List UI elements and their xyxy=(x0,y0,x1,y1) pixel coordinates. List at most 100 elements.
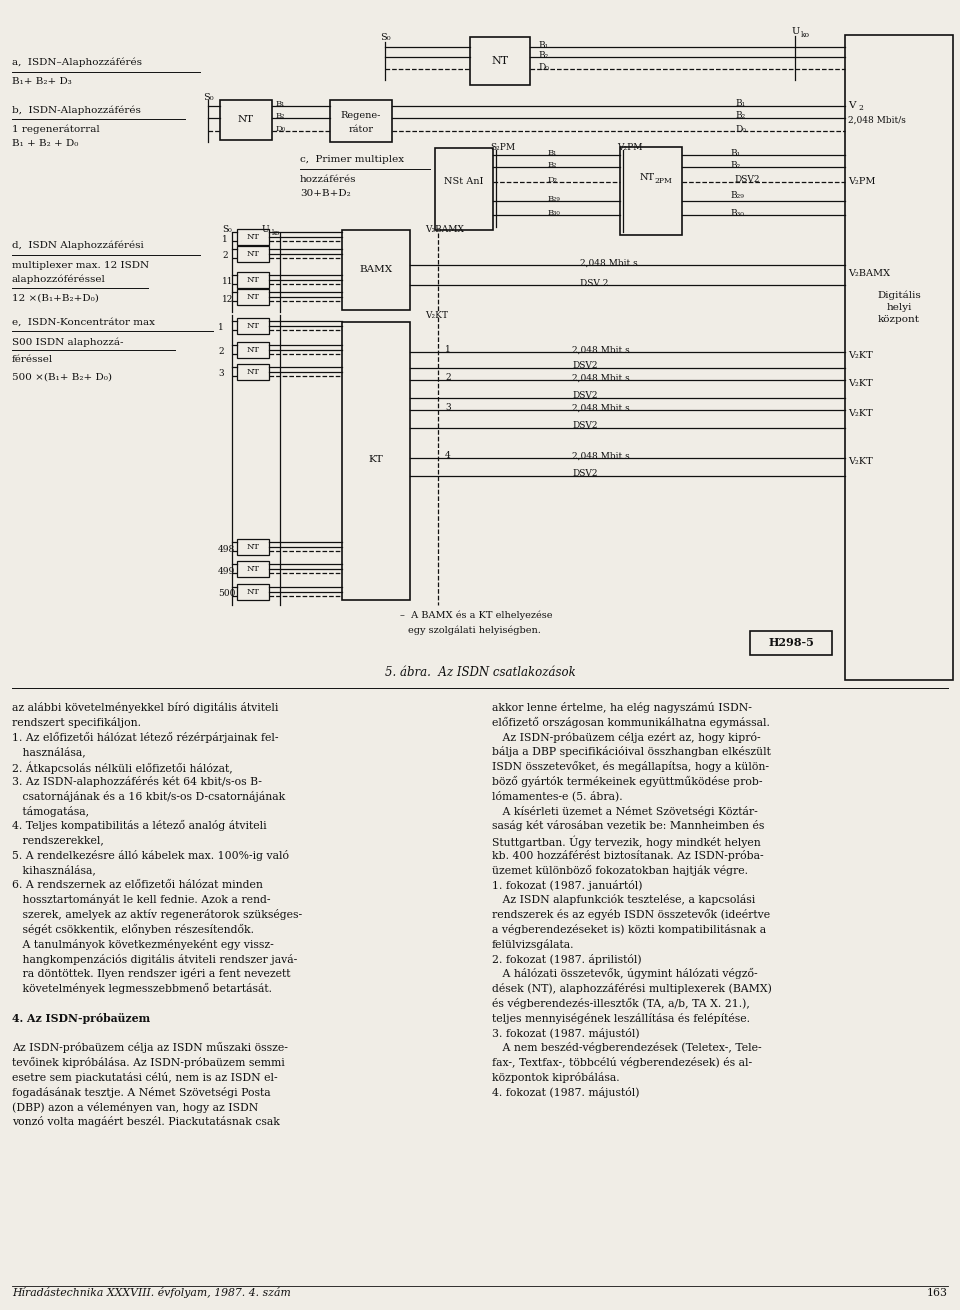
Text: egy szolgálati helyiségben.: egy szolgálati helyiségben. xyxy=(408,625,540,635)
Text: rátor: rátor xyxy=(348,124,373,134)
Text: Az ISDN-próbaüzem célja az ISDN műszaki össze-: Az ISDN-próbaüzem célja az ISDN műszaki … xyxy=(12,1043,288,1053)
Text: vonzó volta magáért beszél. Piackutatásnak csak: vonzó volta magáért beszél. Piackutatásn… xyxy=(12,1116,280,1128)
Text: 12: 12 xyxy=(222,295,233,304)
Text: NT: NT xyxy=(238,115,254,124)
Text: 499: 499 xyxy=(218,566,235,575)
Text: NT: NT xyxy=(247,250,259,258)
Text: központ: központ xyxy=(878,314,920,324)
Text: dések (NT), alaphozzáférési multiplexerek (BAMX): dések (NT), alaphozzáférési multiplexere… xyxy=(492,984,772,994)
Text: B₁: B₁ xyxy=(548,149,558,157)
Text: a végberendezéseket is) közti kompatibilitásnak a: a végberendezéseket is) közti kompatibil… xyxy=(492,924,766,935)
Text: V₂PM: V₂PM xyxy=(848,177,876,186)
Text: 500: 500 xyxy=(218,590,235,599)
Text: Az ISDN alapfunkciók tesztelése, a kapcsolási: Az ISDN alapfunkciók tesztelése, a kapcs… xyxy=(492,895,756,905)
Text: b,  ISDN-Alaphozzáférés: b, ISDN-Alaphozzáférés xyxy=(12,105,141,115)
Text: 5. A rendelkezésre álló kábelek max. 100%-ig való: 5. A rendelkezésre álló kábelek max. 100… xyxy=(12,850,289,861)
Text: rendszerek és az egyéb ISDN összetevők (ideértve: rendszerek és az egyéb ISDN összetevők (… xyxy=(492,909,770,921)
Text: 1: 1 xyxy=(218,324,224,333)
Text: 2. Átkapcsolás nélküli előfizetői hálózat,: 2. Átkapcsolás nélküli előfizetői hálóza… xyxy=(12,761,232,774)
Text: B₁: B₁ xyxy=(276,100,285,107)
Text: fax-, Textfax-, többcélú végberendezések) és al-: fax-, Textfax-, többcélú végberendezések… xyxy=(492,1057,752,1068)
Text: hossztartományát le kell fednie. Azok a rend-: hossztartományát le kell fednie. Azok a … xyxy=(12,895,271,905)
Text: 2: 2 xyxy=(218,347,224,356)
Text: NT: NT xyxy=(247,346,259,354)
Text: kihasználása,: kihasználása, xyxy=(12,865,96,875)
Text: V₂BAMX: V₂BAMX xyxy=(848,269,890,278)
Text: DSV2: DSV2 xyxy=(734,176,759,185)
Text: 3: 3 xyxy=(445,403,450,413)
Text: c,  Primer multiplex: c, Primer multiplex xyxy=(300,156,404,165)
Text: 3. Az ISDN-alaphozzáférés két 64 kbit/s-os B-: 3. Az ISDN-alaphozzáférés két 64 kbit/s-… xyxy=(12,776,262,787)
Text: ra döntöttek. Ilyen rendszer igéri a fent nevezett: ra döntöttek. Ilyen rendszer igéri a fen… xyxy=(12,968,291,980)
Text: NT: NT xyxy=(247,588,259,596)
Text: fogadásának tesztje. A Német Szövetségi Posta: fogadásának tesztje. A Német Szövetségi … xyxy=(12,1087,271,1098)
Text: DSV 2: DSV 2 xyxy=(580,279,609,287)
Text: B₁+ B₂+ D₃: B₁+ B₂+ D₃ xyxy=(12,77,72,86)
Text: ko: ko xyxy=(801,31,810,39)
Text: bálja a DBP specifikációival összhangban elkészült: bálja a DBP specifikációival összhangban… xyxy=(492,747,771,757)
Text: féréssel: féréssel xyxy=(12,355,53,364)
Text: 2PM: 2PM xyxy=(654,177,672,185)
Text: V₂KT: V₂KT xyxy=(848,351,873,360)
Text: előfizető országosan kommunikálhatna egymással.: előfizető országosan kommunikálhatna egy… xyxy=(492,717,770,728)
Text: (DBP) azon a véleményen van, hogy az ISDN: (DBP) azon a véleményen van, hogy az ISD… xyxy=(12,1102,258,1112)
Text: Az ISDN-próbaüzem célja ezért az, hogy kipró-: Az ISDN-próbaüzem célja ezért az, hogy k… xyxy=(492,731,760,743)
Text: saság két városában vezetik be: Mannheimben és: saság két városában vezetik be: Mannheim… xyxy=(492,820,764,832)
Text: B₂: B₂ xyxy=(548,161,558,169)
Text: akkor lenne értelme, ha elég nagyszámú ISDN-: akkor lenne értelme, ha elég nagyszámú I… xyxy=(492,702,752,713)
Bar xyxy=(237,318,269,334)
Text: B₁ + B₂ + D₀: B₁ + B₂ + D₀ xyxy=(12,139,79,148)
Text: B₂: B₂ xyxy=(538,51,548,59)
Text: 3: 3 xyxy=(218,369,224,379)
Text: S₀: S₀ xyxy=(203,93,214,101)
Text: rendszert specifikáljon.: rendszert specifikáljon. xyxy=(12,717,141,728)
Text: 2: 2 xyxy=(858,103,863,111)
Text: A hálózati összetevők, úgymint hálózati végző-: A hálózati összetevők, úgymint hálózati … xyxy=(492,968,757,980)
Text: NT: NT xyxy=(247,322,259,330)
Bar xyxy=(220,100,272,140)
Text: 1. fokozat (1987. januártól): 1. fokozat (1987. januártól) xyxy=(492,879,642,891)
Text: 2. fokozat (1987. áprilistól): 2. fokozat (1987. áprilistól) xyxy=(492,954,641,964)
Text: 11: 11 xyxy=(222,278,233,287)
Text: D₂: D₂ xyxy=(548,176,558,183)
Text: 2,048 Mbit s: 2,048 Mbit s xyxy=(572,373,630,383)
Text: 12 ×(B₁+B₂+D₀): 12 ×(B₁+B₂+D₀) xyxy=(12,293,99,303)
Text: A kísérleti üzemet a Német Szövetségi Köztár-: A kísérleti üzemet a Német Szövetségi Kö… xyxy=(492,806,757,816)
Text: 4: 4 xyxy=(445,452,451,461)
Text: NT: NT xyxy=(247,276,259,284)
Text: használása,: használása, xyxy=(12,747,85,757)
Text: V₂BAMX: V₂BAMX xyxy=(425,225,464,234)
Text: S00 ISDN alaphozzá-: S00 ISDN alaphozzá- xyxy=(12,337,124,347)
Text: 1. Az előfizetői hálózat létező rézérpárjainak fel-: 1. Az előfizetői hálózat létező rézérpár… xyxy=(12,731,278,743)
Bar xyxy=(237,246,269,262)
Text: V: V xyxy=(848,101,855,110)
Text: a,  ISDN–Alaphozzáférés: a, ISDN–Alaphozzáférés xyxy=(12,58,142,67)
Text: ségét csökkentik, előnyben részesítendők.: ségét csökkentik, előnyben részesítendők… xyxy=(12,924,254,935)
Text: NT: NT xyxy=(247,293,259,301)
Text: teljes mennyiségének leszállítása és felépítése.: teljes mennyiségének leszállítása és fel… xyxy=(492,1013,750,1024)
Bar xyxy=(845,35,953,680)
Text: 4. Teljes kompatibilitás a létező analóg átviteli: 4. Teljes kompatibilitás a létező analóg… xyxy=(12,820,267,832)
Text: S₂PM: S₂PM xyxy=(490,143,516,152)
Text: 1 regenerátorral: 1 regenerátorral xyxy=(12,124,100,134)
Text: hangkompenzációs digitális átviteli rendszer javá-: hangkompenzációs digitális átviteli rend… xyxy=(12,954,298,964)
Text: NT: NT xyxy=(247,544,259,552)
Bar xyxy=(342,231,410,310)
Text: tevőinek kipróbálása. Az ISDN-próbaüzem semmi: tevőinek kipróbálása. Az ISDN-próbaüzem … xyxy=(12,1057,285,1068)
Text: alaphozzóféréssel: alaphozzóféréssel xyxy=(12,274,106,284)
Text: NSt AnI: NSt AnI xyxy=(444,177,484,186)
Text: 2,048 Mbit s: 2,048 Mbit s xyxy=(580,258,637,267)
Text: V₂PM: V₂PM xyxy=(617,143,642,152)
Text: B₁: B₁ xyxy=(538,41,548,50)
Text: B₂: B₂ xyxy=(735,111,745,121)
Bar xyxy=(620,147,682,234)
Bar xyxy=(435,148,493,231)
Text: szerek, amelyek az aktív regenerátorok szükséges-: szerek, amelyek az aktív regenerátorok s… xyxy=(12,909,302,920)
Text: 2: 2 xyxy=(445,373,450,383)
Bar xyxy=(237,561,269,576)
Text: Stuttgartban. Úgy tervezik, hogy mindkét helyen: Stuttgartban. Úgy tervezik, hogy mindkét… xyxy=(492,836,760,848)
Bar xyxy=(750,631,832,655)
Text: NT: NT xyxy=(247,233,259,241)
Text: V₂KT: V₂KT xyxy=(848,457,873,466)
Text: KT: KT xyxy=(369,456,383,465)
